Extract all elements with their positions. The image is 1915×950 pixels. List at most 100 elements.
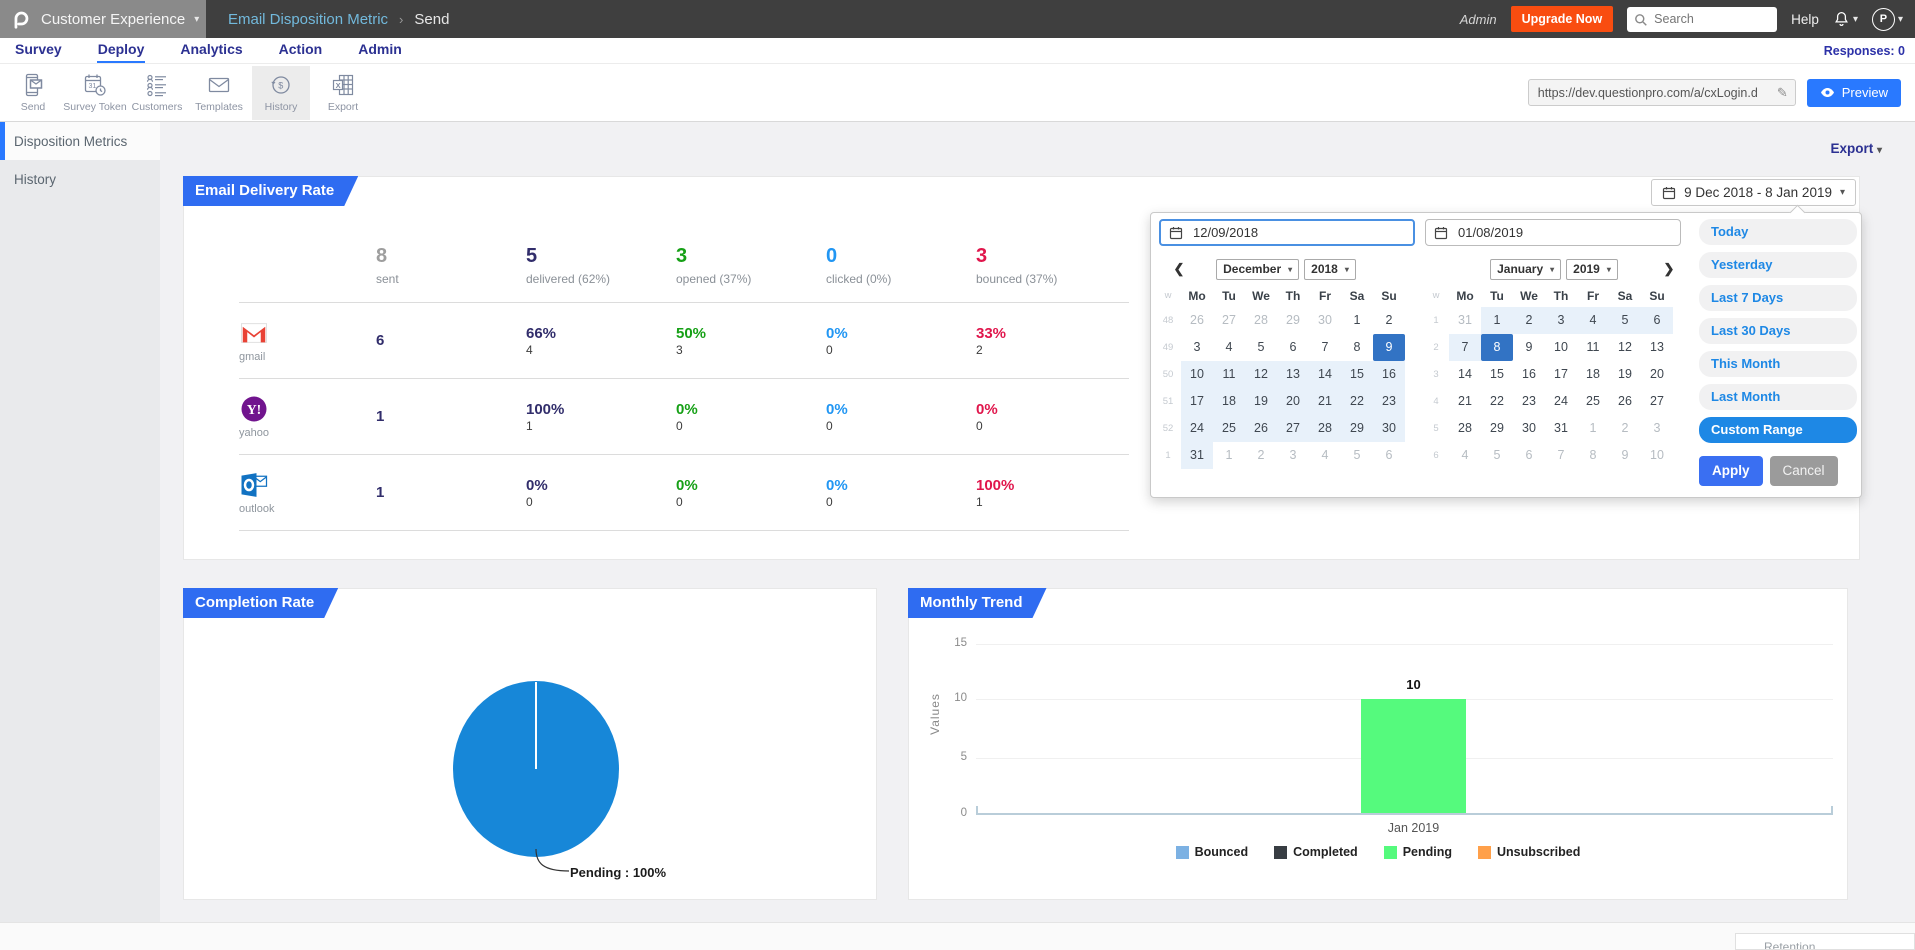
calendar-day[interactable]: 6 bbox=[1289, 340, 1297, 354]
calendar-day[interactable]: 26 bbox=[1245, 415, 1277, 442]
calendar-day[interactable]: 7 bbox=[1557, 448, 1565, 462]
calendar-day[interactable]: 29 bbox=[1490, 421, 1504, 435]
account-menu[interactable]: P ▾ bbox=[1871, 7, 1903, 31]
calendar-day[interactable]: 16 bbox=[1522, 367, 1536, 381]
toolbar-item-history[interactable]: $ History bbox=[252, 65, 310, 120]
pending-bar[interactable] bbox=[1361, 699, 1466, 813]
toolbar-item-survey-token[interactable]: 31 Survey Token bbox=[63, 66, 127, 120]
calendar-day[interactable]: 7 bbox=[1321, 340, 1329, 354]
export-dropdown[interactable]: Export ▾ bbox=[1830, 141, 1882, 156]
calendar-day[interactable]: 3 bbox=[1545, 307, 1577, 334]
calendar-day[interactable]: 18 bbox=[1586, 367, 1600, 381]
calendar-day[interactable]: 9 bbox=[1621, 448, 1629, 462]
calendar-day[interactable]: 6 bbox=[1641, 307, 1673, 334]
calendar-day[interactable]: 8 bbox=[1353, 340, 1361, 354]
calendar-day[interactable]: 31 bbox=[1181, 442, 1213, 469]
nav-tab-deploy[interactable]: Deploy bbox=[96, 39, 146, 63]
breadcrumb-survey-name[interactable]: Email Disposition Metric bbox=[228, 10, 389, 28]
end-date-input[interactable] bbox=[1456, 224, 1646, 241]
preset-last-7-days[interactable]: Last 7 Days bbox=[1699, 285, 1857, 311]
cancel-button[interactable]: Cancel bbox=[1769, 456, 1838, 486]
calendar-day[interactable]: 31 bbox=[1554, 421, 1568, 435]
calendar-day[interactable]: 12 bbox=[1245, 361, 1277, 388]
calendar-day[interactable]: 18 bbox=[1213, 388, 1245, 415]
calendar-day[interactable]: 27 bbox=[1650, 394, 1664, 408]
date-range-button[interactable]: 9 Dec 2018 - 8 Jan 2019 ▾ bbox=[1651, 179, 1856, 206]
calendar-day[interactable]: 2 bbox=[1257, 448, 1265, 462]
nav-tab-admin[interactable]: Admin bbox=[358, 40, 402, 57]
month-select[interactable]: January ▾ bbox=[1490, 258, 1562, 280]
apply-button[interactable]: Apply bbox=[1699, 456, 1763, 486]
calendar-day[interactable]: 5 bbox=[1257, 340, 1265, 354]
calendar-day[interactable]: 4 bbox=[1577, 307, 1609, 334]
calendar-day[interactable]: 4 bbox=[1461, 448, 1469, 462]
calendar-day[interactable]: 11 bbox=[1213, 361, 1245, 388]
responses-count[interactable]: Responses: 0 bbox=[1823, 43, 1905, 58]
calendar-day[interactable]: 29 bbox=[1286, 313, 1300, 327]
edit-pencil-icon[interactable]: ✎ bbox=[1776, 84, 1788, 100]
calendar-day[interactable]: 12 bbox=[1618, 340, 1632, 354]
calendar-day[interactable]: 30 bbox=[1318, 313, 1332, 327]
calendar-day[interactable]: 1 bbox=[1589, 421, 1597, 435]
calendar-day[interactable]: 3 bbox=[1193, 340, 1201, 354]
calendar-day[interactable]: 17 bbox=[1554, 367, 1568, 381]
calendar-day[interactable]: 15 bbox=[1490, 367, 1504, 381]
calendar-day[interactable]: 13 bbox=[1650, 340, 1664, 354]
toolbar-item-send[interactable]: Send bbox=[4, 66, 62, 120]
calendar-day[interactable]: 3 bbox=[1653, 421, 1661, 435]
calendar-day[interactable]: 5 bbox=[1493, 448, 1501, 462]
calendar-day[interactable]: 2 bbox=[1385, 313, 1393, 327]
toolbar-item-export[interactable]: X Export bbox=[314, 66, 372, 120]
prev-month-icon[interactable]: ❮ bbox=[1173, 261, 1185, 276]
preview-button[interactable]: Preview bbox=[1806, 78, 1901, 107]
calendar-day[interactable]: 9 bbox=[1373, 334, 1405, 361]
calendar-day[interactable]: 5 bbox=[1609, 307, 1641, 334]
preset-last-30-days[interactable]: Last 30 Days bbox=[1699, 318, 1857, 344]
month-select[interactable]: December ▾ bbox=[1216, 258, 1300, 280]
calendar-day[interactable]: 27 bbox=[1222, 313, 1236, 327]
calendar-day[interactable]: 26 bbox=[1618, 394, 1632, 408]
calendar-day[interactable]: 28 bbox=[1254, 313, 1268, 327]
workspace-switcher[interactable]: Customer Experience ▾ bbox=[0, 0, 206, 38]
calendar-day[interactable]: 10 bbox=[1181, 361, 1213, 388]
toolbar-item-customers[interactable]: Customers bbox=[128, 66, 186, 120]
calendar-day[interactable]: 1 bbox=[1225, 448, 1233, 462]
calendar-day[interactable]: 22 bbox=[1341, 388, 1373, 415]
upgrade-now-button[interactable]: Upgrade Now bbox=[1510, 6, 1614, 32]
calendar-day[interactable]: 25 bbox=[1213, 415, 1245, 442]
calendar-day[interactable]: 1 bbox=[1353, 313, 1361, 327]
calendar-day[interactable]: 14 bbox=[1309, 361, 1341, 388]
help-link[interactable]: Help bbox=[1791, 11, 1819, 27]
calendar-day[interactable]: 9 bbox=[1525, 340, 1533, 354]
calendar-day[interactable]: 27 bbox=[1277, 415, 1309, 442]
calendar-day[interactable]: 2 bbox=[1621, 421, 1629, 435]
calendar-day[interactable]: 6 bbox=[1525, 448, 1533, 462]
calendar-day[interactable]: 26 bbox=[1190, 313, 1204, 327]
notifications-menu[interactable]: ▾ bbox=[1833, 10, 1858, 28]
year-select[interactable]: 2018 ▾ bbox=[1304, 258, 1356, 280]
calendar-day[interactable]: 6 bbox=[1385, 448, 1393, 462]
calendar-day[interactable]: 7 bbox=[1449, 334, 1481, 361]
calendar-day[interactable]: 23 bbox=[1373, 388, 1405, 415]
toolbar-item-templates[interactable]: Templates bbox=[190, 66, 248, 120]
calendar-day[interactable]: 4 bbox=[1321, 448, 1329, 462]
calendar-day[interactable]: 11 bbox=[1586, 340, 1600, 354]
calendar-day[interactable]: 13 bbox=[1277, 361, 1309, 388]
nav-tab-action[interactable]: Action bbox=[278, 40, 323, 57]
calendar-day[interactable]: 4 bbox=[1225, 340, 1233, 354]
calendar-day[interactable]: 24 bbox=[1181, 415, 1213, 442]
calendar-day[interactable]: 14 bbox=[1458, 367, 1472, 381]
calendar-day[interactable]: 24 bbox=[1554, 394, 1568, 408]
calendar-day[interactable]: 3 bbox=[1289, 448, 1297, 462]
calendar-day[interactable]: 16 bbox=[1373, 361, 1405, 388]
calendar-day[interactable]: 20 bbox=[1650, 367, 1664, 381]
calendar-day[interactable]: 17 bbox=[1181, 388, 1213, 415]
calendar-day[interactable]: 15 bbox=[1341, 361, 1373, 388]
search-input[interactable] bbox=[1652, 11, 1765, 27]
preset-custom-range[interactable]: Custom Range bbox=[1699, 417, 1857, 443]
calendar-day[interactable]: 8 bbox=[1481, 334, 1513, 361]
next-month-icon[interactable]: ❯ bbox=[1663, 261, 1675, 276]
calendar-day[interactable]: 30 bbox=[1373, 415, 1405, 442]
calendar-day[interactable]: 19 bbox=[1245, 388, 1277, 415]
start-date-input[interactable] bbox=[1191, 224, 1381, 241]
